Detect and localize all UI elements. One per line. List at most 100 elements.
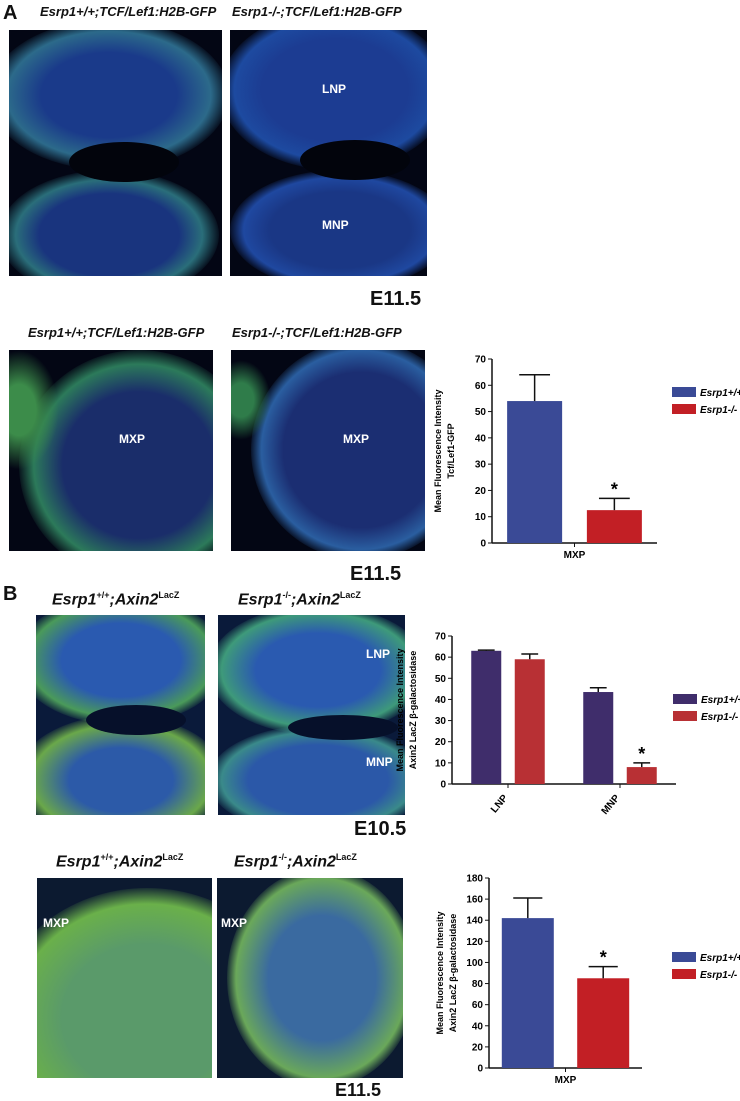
y-tick-label: 180: [466, 874, 483, 885]
row3-title-mutant: Esrp1-/-;Axin2LacZ: [238, 590, 361, 609]
legend-swatch: [673, 694, 697, 704]
legend-swatch: [673, 711, 697, 721]
row3-stage: E10.5: [354, 818, 407, 840]
legend-swatch: [672, 952, 696, 962]
significance-asterisk: *: [638, 744, 645, 764]
bar: [626, 767, 657, 784]
legend-label: Esrp1-/-: [700, 970, 738, 981]
y-tick-label: 60: [475, 381, 487, 392]
y-tick-label: 0: [480, 539, 486, 550]
row2-title-mutant: Esrp1-/-;TCF/Lef1:H2B-GFP: [232, 325, 402, 340]
bar: [507, 401, 563, 543]
x-tick-label: MXP: [555, 1075, 577, 1086]
y-tick-label: 70: [435, 632, 447, 643]
row4-title-wildtype: Esrp1+/+;Axin2LacZ: [56, 852, 183, 871]
y-tick-label: 40: [435, 695, 447, 706]
label-mxp: MXP: [43, 916, 70, 930]
label-lnp: LNP: [366, 647, 390, 661]
micrograph-row3-mutant: LNP MNP: [218, 615, 405, 815]
row4-title-mutant: Esrp1-/-;Axin2LacZ: [234, 852, 357, 871]
gene-name: Esrp1: [52, 591, 97, 609]
label-mnp: MNP: [322, 218, 349, 232]
gene-rest: ;Axin2: [290, 591, 340, 609]
bar: [577, 978, 630, 1068]
row1-title-mutant: Esrp1-/-;TCF/Lef1:H2B-GFP: [232, 4, 402, 19]
label-mxp: MXP: [221, 916, 248, 930]
x-tick-label: MNP: [600, 793, 623, 817]
label-mxp: MXP: [343, 432, 370, 446]
y-axis-label: Mean Fluorescence Intensity: [433, 389, 443, 512]
y-tick-label: 20: [472, 1042, 484, 1053]
y-tick-label: 160: [466, 895, 483, 906]
micrograph-row4-mutant: MXP: [217, 878, 403, 1078]
legend-swatch: [672, 969, 696, 979]
y-tick-label: 100: [466, 958, 483, 969]
legend-label: Esrp1+/+: [701, 695, 740, 706]
micrograph-row3-wildtype: [36, 615, 205, 815]
row4-stage: E11.5: [335, 1080, 382, 1100]
row1-title-wildtype: Esrp1+/+;TCF/Lef1:H2B-GFP: [40, 4, 217, 19]
y-tick-label: 20: [475, 486, 487, 497]
gene-name: Esrp1: [238, 591, 283, 609]
row1-stage: E11.5: [370, 288, 422, 310]
micrograph-row1-mutant: LNP MNP: [230, 30, 427, 276]
genotype-sup: +/+: [100, 852, 114, 862]
label-lnp: LNP: [322, 82, 346, 96]
gene-rest: ;Axin2: [109, 591, 159, 609]
y-tick-label: 10: [435, 758, 447, 769]
micrograph-row4-wildtype: MXP: [37, 878, 212, 1078]
significance-asterisk: *: [611, 479, 618, 499]
bar: [586, 510, 642, 543]
row2-title-wildtype: Esrp1+/+;TCF/Lef1:H2B-GFP: [28, 325, 205, 340]
gene-rest: ;Axin2: [113, 853, 163, 871]
y-tick-label: 50: [475, 407, 487, 418]
y-tick-label: 140: [466, 916, 483, 927]
y-axis-label: Mean Fluorescence Intensity: [395, 648, 405, 771]
legend-label: Esrp1-/-: [701, 712, 739, 723]
micrograph-row2-mutant: MXP: [231, 350, 425, 551]
y-tick-label: 80: [472, 979, 484, 990]
reporter-sup: LacZ: [162, 852, 184, 862]
y-axis-label: Tcf/Lef1-GFP: [446, 423, 456, 478]
row3-title-wildtype: Esrp1+/+;Axin2LacZ: [52, 590, 179, 609]
y-tick-label: 40: [472, 1021, 484, 1032]
legend-label: Esrp1+/+: [700, 388, 740, 399]
bar: [514, 659, 545, 784]
y-tick-label: 50: [435, 674, 447, 685]
y-tick-label: 10: [475, 512, 487, 523]
genotype-sup: +/+: [96, 590, 110, 600]
reporter-sup: LacZ: [339, 590, 361, 600]
y-axis-label: Mean Fluorescence Intensity: [435, 911, 445, 1034]
gene-name: Esrp1: [234, 853, 279, 871]
row2-stage: E11.5: [350, 563, 402, 585]
legend-label: Esrp1-/-: [700, 405, 738, 416]
y-tick-label: 60: [472, 1000, 484, 1011]
y-tick-label: 40: [475, 433, 487, 444]
legend-label: Esrp1+/+: [700, 953, 740, 964]
legend-swatch: [672, 404, 696, 414]
genotype-sup: -/-: [282, 590, 291, 600]
y-tick-label: 0: [477, 1064, 483, 1075]
y-tick-label: 20: [435, 737, 447, 748]
panel-label-a: A: [3, 2, 18, 24]
y-axis-label: Axin2 LacZ β-galactosidase: [408, 651, 418, 770]
label-mnp: MNP: [366, 755, 393, 769]
y-tick-label: 60: [435, 653, 447, 664]
y-tick-label: 30: [475, 460, 487, 471]
x-tick-label: MXP: [564, 550, 586, 561]
y-tick-label: 30: [435, 716, 447, 727]
y-axis-label: Axin2 LacZ β-galactosidase: [448, 914, 458, 1033]
genotype-sup: -/-: [278, 852, 287, 862]
bar: [501, 918, 554, 1068]
panel-label-b: B: [3, 583, 18, 605]
significance-asterisk: *: [600, 948, 607, 968]
micrograph-row1-wildtype: [9, 30, 222, 276]
gene-rest: ;Axin2: [286, 853, 336, 871]
bar: [471, 650, 502, 784]
y-tick-label: 70: [475, 355, 487, 366]
reporter-sup: LacZ: [335, 852, 357, 862]
x-tick-label: LNP: [489, 793, 510, 816]
micrograph-row2-wildtype: MXP: [9, 350, 213, 551]
